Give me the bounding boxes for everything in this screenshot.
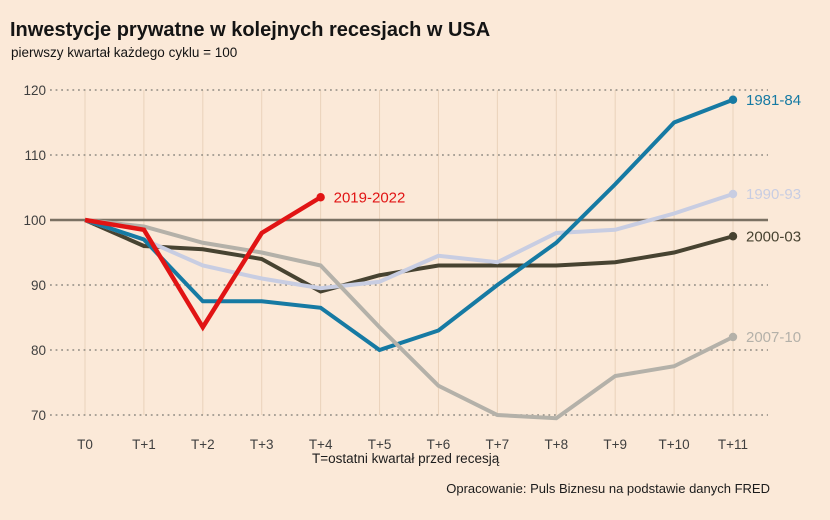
- x-tick-label: T+8: [544, 437, 568, 452]
- y-tick-label: 120: [23, 83, 46, 98]
- x-tick-label: T+5: [368, 437, 392, 452]
- source-credit: Opracowanie: Puls Biznesu na podstawie d…: [446, 481, 770, 496]
- series-endpoint-1981-84: [728, 95, 738, 104]
- series-line-2007-10: [84, 218, 734, 421]
- axis-caption: T=ostatni kwartał przed recesją: [312, 451, 500, 466]
- x-tick-label: T+10: [659, 437, 690, 452]
- x-tick-label: T0: [77, 437, 93, 452]
- x-tick-label: T+4: [309, 437, 333, 452]
- x-tick-label: T+1: [132, 437, 156, 452]
- y-tick-label: 110: [24, 148, 46, 163]
- y-tick-label: 80: [31, 343, 46, 358]
- data-series: 2000-03 1990-93 1981-84 2007-10 2019-2022: [84, 92, 801, 421]
- series-label-2007-10: 2007-10: [746, 329, 801, 346]
- series-endpoint-1990-93: [728, 189, 738, 199]
- y-axis-tick-labels: 70 80 90 100 110 120: [23, 83, 46, 423]
- series-line-1990-93: [84, 192, 734, 291]
- series-label-1990-93: 1990-93: [746, 186, 801, 203]
- y-tick-label: 70: [31, 408, 46, 423]
- x-tick-label: T+3: [250, 437, 274, 452]
- x-tick-label: T+11: [718, 437, 748, 452]
- series-endpoint-2000-03: [728, 232, 738, 241]
- series-endpoint-2019-2022: [316, 193, 325, 202]
- series-label-2000-03: 2000-03: [746, 228, 801, 245]
- series-endpoint-2007-10: [728, 332, 738, 342]
- x-axis-tick-labels: T0 T+1 T+2 T+3 T+4 T+5 T+6 T+7 T+8 T+9 T+10 T+11: [77, 437, 748, 452]
- x-tick-label: T+6: [427, 437, 451, 452]
- x-tick-label: T+2: [191, 437, 215, 452]
- series-line-2019-2022: [84, 195, 322, 332]
- chart-subtitle: pierwszy kwartał każdego cyklu = 100: [11, 45, 238, 60]
- series-label-2019-2022: 2019-2022: [334, 189, 406, 206]
- y-tick-label: 100: [23, 213, 46, 228]
- series-label-1981-84: 1981-84: [746, 92, 801, 109]
- y-tick-label: 90: [31, 278, 46, 293]
- x-tick-label: T+7: [486, 437, 510, 452]
- chart-title: Inwestycje prywatne w kolejnych recesjac…: [10, 19, 491, 41]
- vertical-gridlines: [84, 90, 734, 415]
- x-tick-label: T+9: [603, 437, 627, 452]
- series-line-1981-84: [84, 97, 734, 353]
